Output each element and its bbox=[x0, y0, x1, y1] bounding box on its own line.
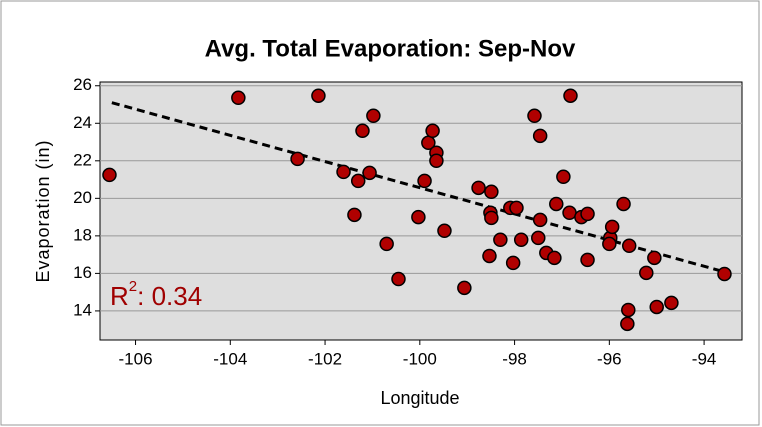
y-tick-label: 20 bbox=[73, 188, 92, 207]
x-tick-label: -102 bbox=[308, 349, 342, 368]
point bbox=[484, 184, 499, 200]
point bbox=[562, 205, 577, 221]
point bbox=[493, 232, 508, 248]
point bbox=[231, 90, 246, 106]
point bbox=[604, 219, 620, 235]
x-tick-label: -98 bbox=[502, 349, 527, 368]
point bbox=[602, 236, 617, 252]
x-axis-label: Longitude bbox=[380, 388, 459, 408]
y-tick-label: 22 bbox=[73, 150, 92, 169]
point bbox=[311, 88, 326, 103]
point bbox=[717, 266, 732, 282]
point bbox=[532, 128, 548, 144]
r-squared: R2: 0.34 bbox=[110, 278, 202, 311]
point bbox=[647, 250, 662, 266]
point bbox=[532, 212, 548, 228]
y-tick-label: 16 bbox=[73, 263, 92, 282]
point bbox=[417, 173, 432, 189]
point bbox=[556, 169, 571, 185]
y-tick-label: 26 bbox=[73, 75, 92, 94]
trend-line bbox=[111, 101, 724, 273]
point bbox=[580, 252, 595, 268]
point bbox=[482, 248, 497, 264]
r-exponent: 2 bbox=[129, 278, 137, 295]
point bbox=[527, 108, 542, 124]
point bbox=[347, 207, 362, 223]
point bbox=[471, 180, 486, 196]
point bbox=[616, 196, 631, 212]
point bbox=[547, 250, 562, 266]
chart-title: Avg. Total Evaporation: Sep-Nov bbox=[205, 35, 576, 62]
r-symbol: R bbox=[110, 281, 129, 311]
point bbox=[580, 206, 595, 222]
y-axis-label: Evaporation (in) bbox=[33, 139, 53, 282]
point bbox=[457, 280, 472, 296]
point bbox=[484, 210, 499, 226]
point bbox=[102, 167, 117, 183]
point bbox=[621, 302, 636, 318]
point bbox=[350, 173, 366, 189]
point bbox=[509, 200, 524, 216]
x-tick-label: -96 bbox=[597, 349, 622, 368]
point bbox=[664, 295, 679, 311]
point bbox=[411, 209, 426, 225]
x-tick-label: -94 bbox=[692, 349, 717, 368]
point bbox=[621, 238, 637, 254]
point bbox=[620, 316, 635, 332]
point bbox=[549, 196, 564, 212]
point bbox=[391, 271, 406, 287]
point bbox=[425, 123, 440, 139]
point bbox=[336, 164, 351, 180]
point bbox=[513, 232, 529, 248]
point bbox=[649, 299, 664, 315]
r-value: : 0.34 bbox=[137, 281, 202, 311]
point bbox=[355, 123, 370, 139]
y-tick-label: 18 bbox=[73, 225, 92, 244]
y-tick-label: 14 bbox=[73, 300, 92, 319]
y-tick-label: 24 bbox=[73, 113, 92, 132]
point bbox=[290, 151, 305, 167]
point bbox=[639, 265, 654, 281]
point bbox=[437, 223, 452, 239]
x-tick-label: -106 bbox=[119, 349, 153, 368]
point bbox=[366, 108, 381, 124]
point bbox=[379, 236, 394, 252]
point bbox=[563, 88, 578, 103]
point bbox=[362, 165, 377, 181]
point bbox=[429, 153, 444, 169]
point bbox=[505, 255, 521, 271]
point bbox=[531, 230, 546, 246]
x-tick-label: -100 bbox=[403, 349, 437, 368]
x-tick-label: -104 bbox=[213, 349, 247, 368]
